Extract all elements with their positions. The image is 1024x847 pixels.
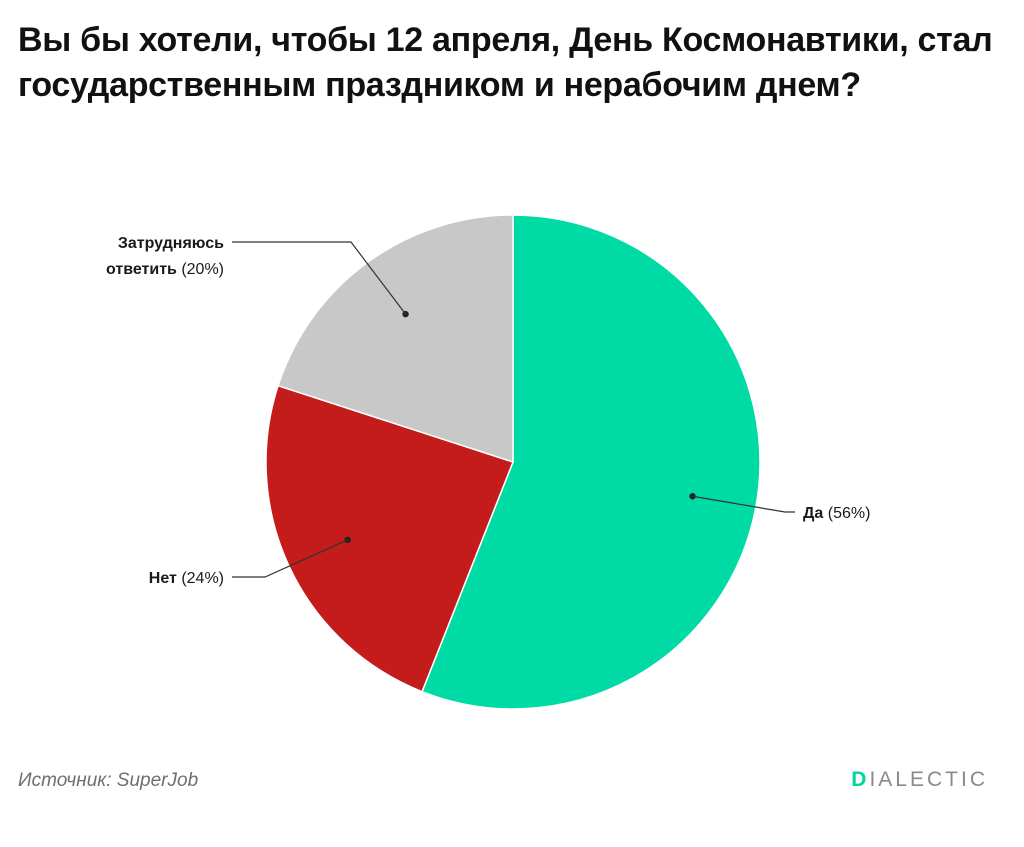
slice-label: Нет (24%) (149, 570, 224, 587)
leader-line (232, 539, 348, 578)
slice-label-name: ответить (106, 261, 177, 278)
brand-logo-text: IALECTIC (869, 768, 988, 791)
slice-label: Да (56%) (803, 505, 870, 522)
pie-slices (265, 214, 761, 710)
brand-logo: DIALECTIC (851, 768, 988, 792)
brand-logo-accent: D (851, 768, 870, 791)
leader-dot (689, 493, 696, 500)
pie-slice (421, 214, 761, 710)
slice-label-name: Нет (149, 570, 177, 587)
chart-title: Вы бы хотели, чтобы 12 апреля, День Косм… (18, 21, 993, 104)
source-note: Источник: SuperJob (18, 770, 199, 791)
slice-label-value: (56%) (823, 505, 870, 522)
pie-labels: Да (56%) Нет (24%) Затрудняюсь ответить (20… (106, 235, 870, 587)
slice-label: ответить (20%) (106, 261, 224, 278)
pie-slice (277, 214, 514, 464)
slice-label-name: Да (803, 505, 823, 522)
slice-label-value: (24%) (177, 570, 224, 587)
pie-slice (265, 384, 514, 693)
slice-label-name: Затрудняюсь (118, 235, 224, 252)
slice-label: Затрудняюсь (118, 235, 224, 252)
leader-line (232, 241, 407, 315)
leader-line (692, 495, 795, 513)
slice-label-value: (20%) (177, 261, 224, 278)
